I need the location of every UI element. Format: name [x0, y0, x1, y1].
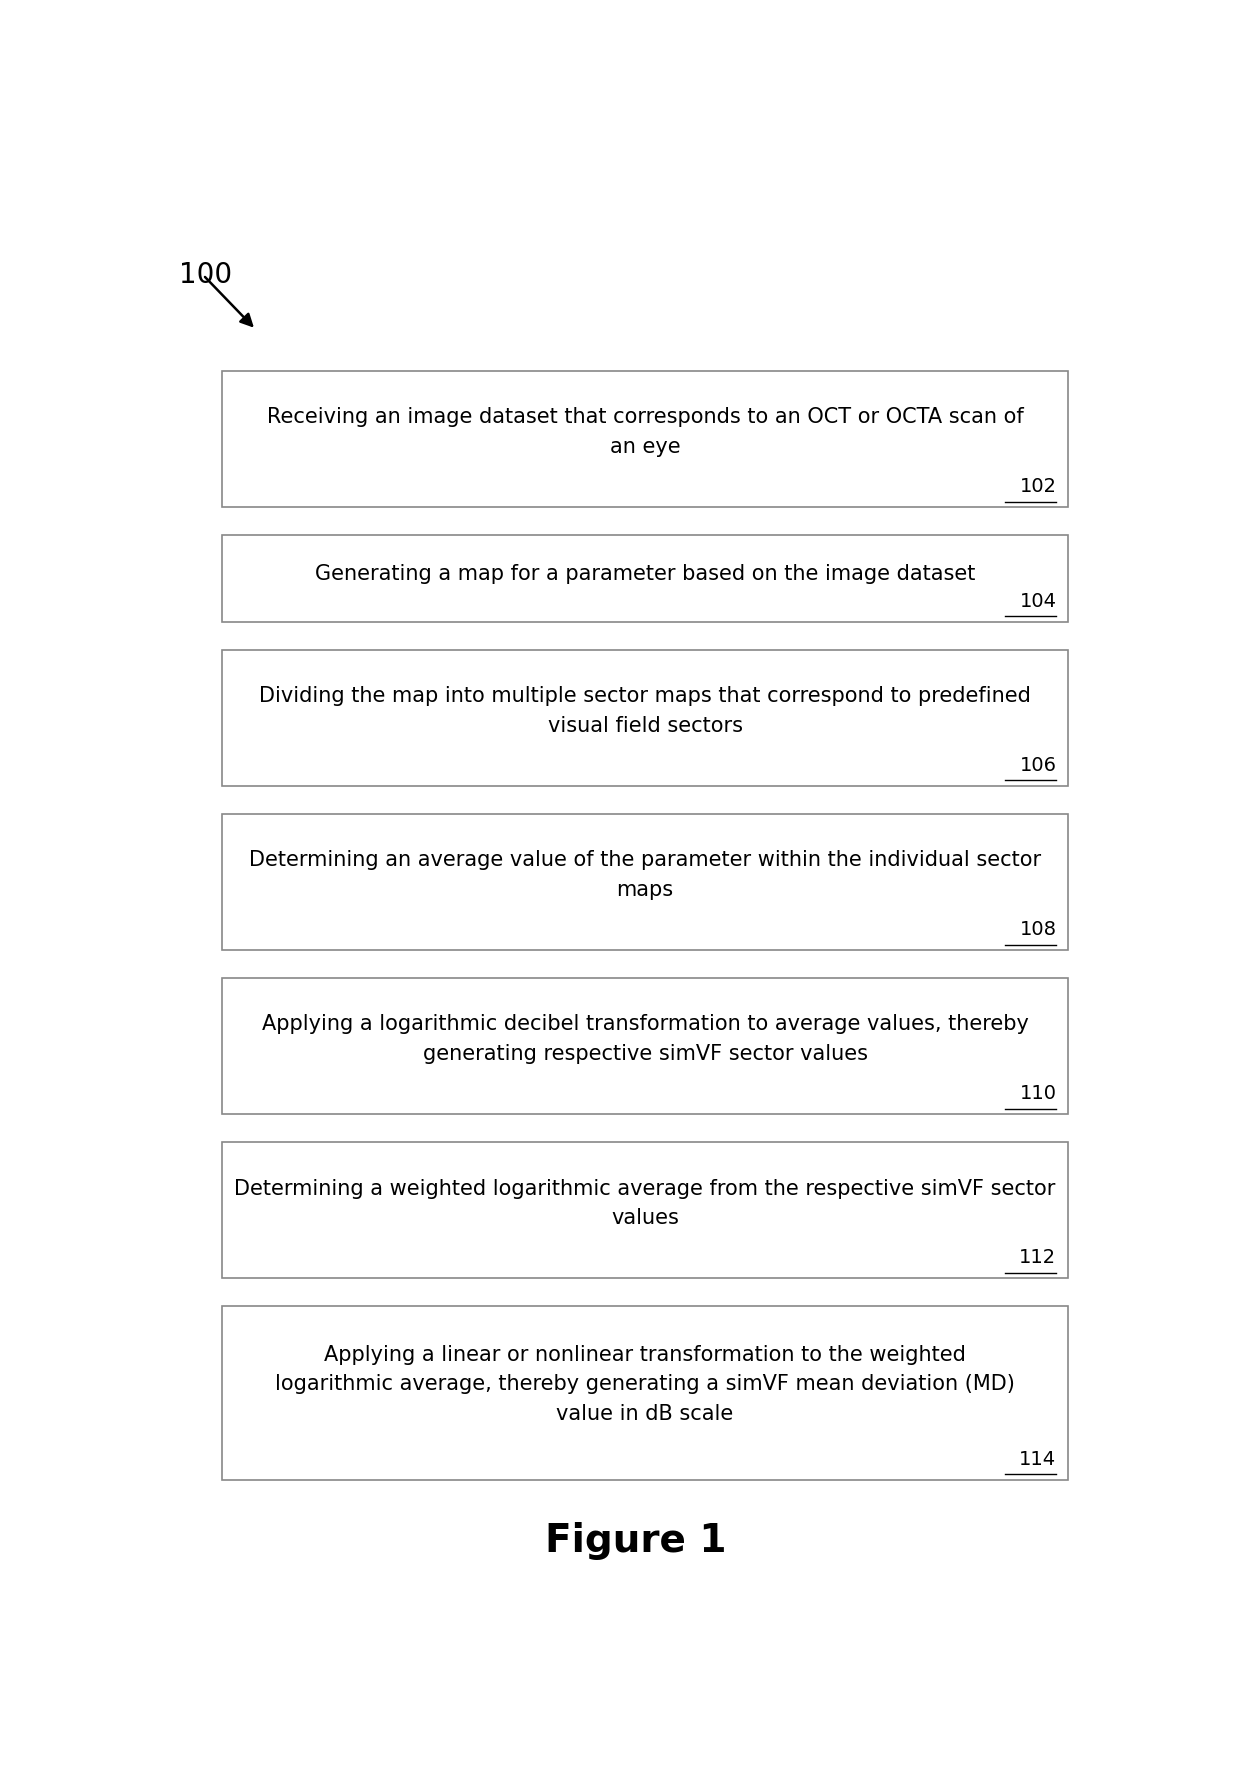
Text: 104: 104	[1019, 592, 1056, 612]
Text: 108: 108	[1019, 919, 1056, 939]
Bar	[222, 649, 1068, 786]
Bar	[222, 535, 1068, 622]
Text: Determining an average value of the parameter within the individual sector
maps: Determining an average value of the para…	[249, 850, 1042, 900]
Bar	[222, 814, 1068, 949]
Bar	[222, 372, 1068, 507]
Bar	[222, 1141, 1068, 1278]
Text: Determining a weighted logarithmic average from the respective simVF sector
valu: Determining a weighted logarithmic avera…	[234, 1179, 1055, 1229]
Text: Dividing the map into multiple sector maps that correspond to predefined
visual : Dividing the map into multiple sector ma…	[259, 686, 1030, 736]
Text: Figure 1: Figure 1	[544, 1522, 727, 1561]
Text: 106: 106	[1019, 756, 1056, 775]
Bar	[222, 1307, 1068, 1479]
Text: 112: 112	[1019, 1248, 1056, 1268]
Bar	[222, 978, 1068, 1115]
Text: 100: 100	[179, 261, 232, 290]
Text: Applying a logarithmic decibel transformation to average values, thereby
generat: Applying a logarithmic decibel transform…	[262, 1015, 1028, 1063]
Text: Generating a map for a parameter based on the image dataset: Generating a map for a parameter based o…	[315, 564, 976, 583]
Text: 114: 114	[1019, 1449, 1056, 1469]
Text: 102: 102	[1019, 477, 1056, 496]
Text: 110: 110	[1019, 1085, 1056, 1104]
Text: Receiving an image dataset that corresponds to an OCT or OCTA scan of
an eye: Receiving an image dataset that correspo…	[267, 407, 1023, 457]
Text: Applying a linear or nonlinear transformation to the weighted
logarithmic averag: Applying a linear or nonlinear transform…	[275, 1344, 1016, 1424]
